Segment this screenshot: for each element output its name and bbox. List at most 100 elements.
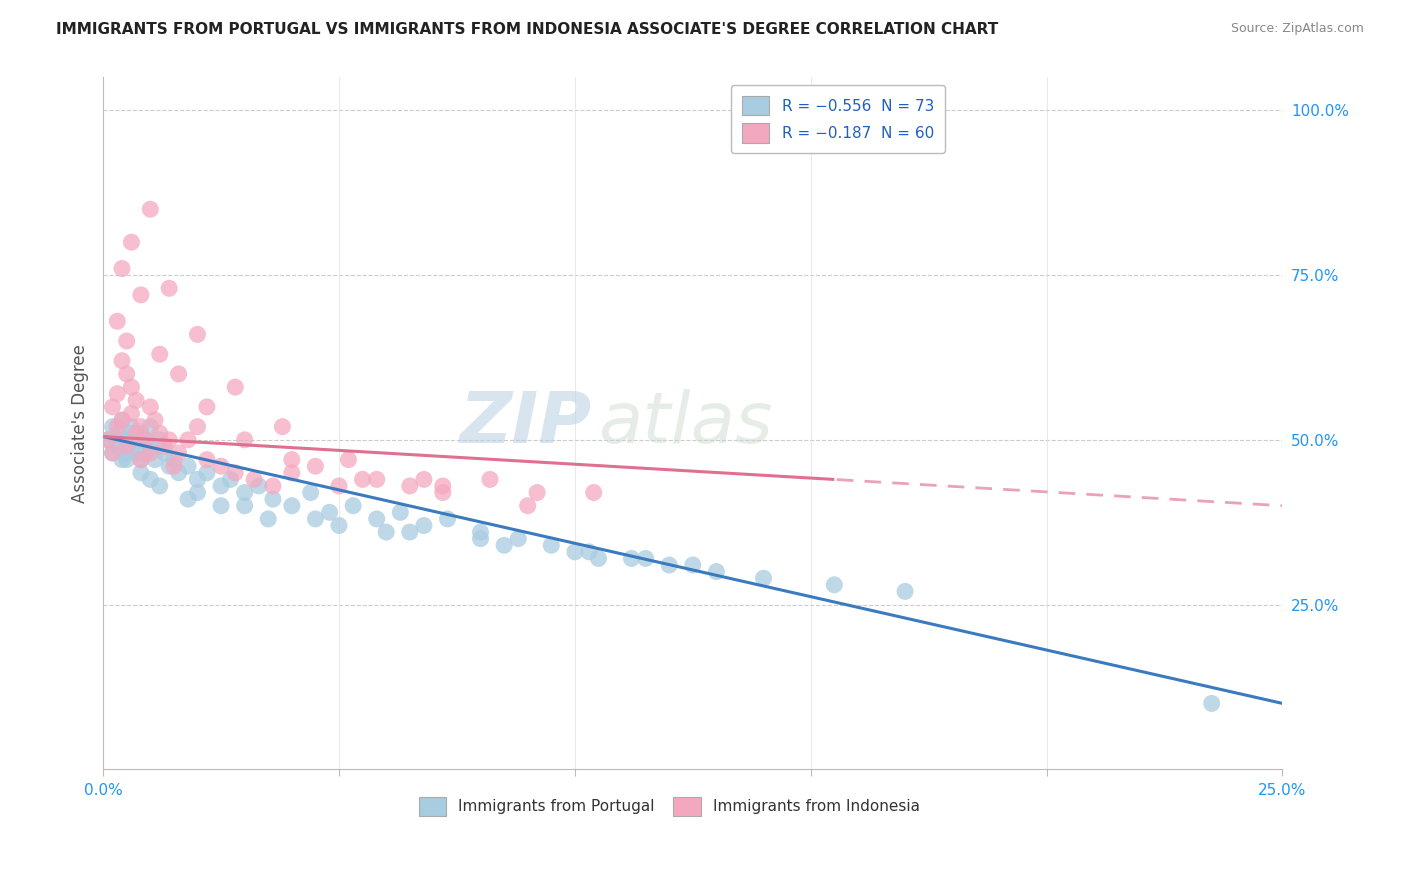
Point (304, 459, 326, 474)
Point (516, 499, 538, 513)
Point (120, 380, 142, 394)
Point (582, 485, 605, 500)
Point (177, 492, 200, 507)
Point (262, 479, 284, 493)
Point (157, 281, 180, 295)
Point (125, 446, 148, 460)
Point (366, 472, 388, 486)
Point (105, 426, 128, 441)
Point (139, 400, 162, 414)
Point (470, 532, 492, 546)
Point (105, 419, 128, 434)
Point (470, 525, 492, 540)
Point (125, 426, 148, 441)
Point (304, 512, 326, 526)
Text: ZIP: ZIP (460, 389, 592, 458)
Point (149, 479, 172, 493)
Point (163, 459, 186, 474)
Point (682, 558, 704, 572)
Point (318, 505, 340, 519)
Point (143, 452, 166, 467)
Point (129, 288, 152, 302)
Point (149, 347, 172, 361)
Point (823, 578, 845, 592)
Point (432, 479, 454, 493)
Point (271, 419, 294, 434)
Point (328, 479, 350, 493)
Point (620, 551, 643, 566)
Point (752, 571, 775, 585)
Point (135, 446, 157, 460)
Point (139, 446, 162, 460)
Point (129, 466, 152, 480)
Point (120, 407, 142, 421)
Point (281, 452, 304, 467)
Point (262, 492, 284, 507)
Point (177, 459, 200, 474)
Point (186, 327, 208, 342)
Point (105, 386, 128, 401)
Point (115, 439, 138, 453)
Point (281, 466, 304, 480)
Point (157, 459, 180, 474)
Point (342, 499, 364, 513)
Point (224, 380, 246, 394)
Point (177, 433, 200, 447)
Point (120, 439, 142, 453)
Point (328, 518, 350, 533)
Point (186, 485, 208, 500)
Point (706, 565, 728, 579)
Point (398, 525, 420, 540)
Point (115, 433, 138, 447)
Point (167, 446, 190, 460)
Point (209, 459, 232, 474)
Point (233, 499, 256, 513)
Point (243, 472, 266, 486)
Point (111, 413, 134, 427)
Point (105, 433, 128, 447)
Point (257, 512, 280, 526)
Point (167, 367, 190, 381)
Point (398, 479, 420, 493)
Point (389, 505, 412, 519)
Point (163, 452, 186, 467)
Point (139, 439, 162, 453)
Text: Source: ZipAtlas.com: Source: ZipAtlas.com (1230, 22, 1364, 36)
Point (129, 452, 152, 467)
Point (97, 433, 120, 447)
Point (366, 512, 388, 526)
Point (101, 446, 124, 460)
Point (299, 485, 322, 500)
Point (157, 433, 180, 447)
Point (105, 439, 128, 453)
Legend: Immigrants from Portugal, Immigrants from Indonesia: Immigrants from Portugal, Immigrants fro… (411, 789, 928, 824)
Point (337, 452, 360, 467)
Point (111, 413, 134, 427)
Point (494, 538, 516, 552)
Point (153, 439, 176, 453)
Point (115, 452, 138, 467)
Point (101, 446, 124, 460)
Point (153, 446, 176, 460)
Point (1201, 697, 1223, 711)
Point (115, 334, 138, 348)
Point (120, 235, 142, 249)
Point (219, 472, 242, 486)
Point (375, 525, 398, 540)
Point (139, 202, 162, 217)
Point (436, 512, 458, 526)
Point (115, 367, 138, 381)
Point (224, 466, 246, 480)
Point (233, 433, 256, 447)
Point (281, 499, 304, 513)
Point (413, 472, 436, 486)
Point (247, 479, 270, 493)
Point (195, 400, 218, 414)
Point (588, 551, 610, 566)
Point (233, 485, 256, 500)
Point (105, 314, 128, 328)
Point (478, 472, 501, 486)
Text: IMMIGRANTS FROM PORTUGAL VS IMMIGRANTS FROM INDONESIA ASSOCIATE'S DEGREE CORRELA: IMMIGRANTS FROM PORTUGAL VS IMMIGRANTS F… (56, 22, 998, 37)
Point (186, 419, 208, 434)
Point (432, 485, 454, 500)
